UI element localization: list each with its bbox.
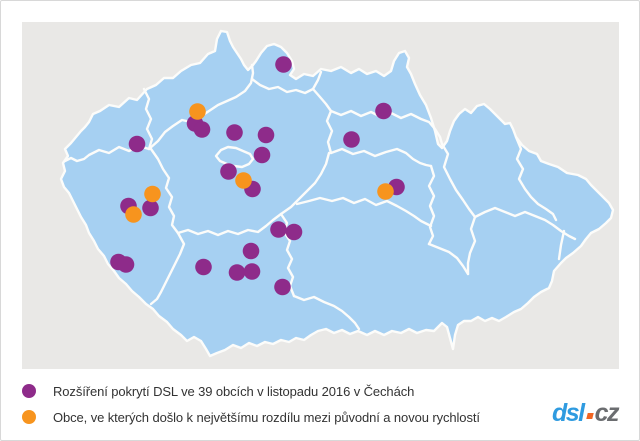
map-marker-orange — [189, 103, 206, 120]
map-marker-purple — [270, 221, 287, 238]
map-marker-purple — [253, 146, 271, 164]
map-marker-purple — [226, 124, 243, 141]
map-markers — [110, 56, 405, 296]
map-marker-purple — [275, 56, 292, 73]
legend-label-dsl-coverage: Rozšíření pokrytí DSL ve 39 obcích v lis… — [53, 383, 415, 399]
logo-dot-icon — [585, 413, 594, 419]
legend-bullet-orange — [22, 410, 36, 424]
dsl-cz-logo: dsl cz — [551, 399, 620, 427]
map-marker-purple — [228, 264, 246, 281]
legend-item-dsl-coverage: Rozšíření pokrytí DSL ve 39 obcích v lis… — [22, 378, 480, 404]
map-marker-purple — [128, 135, 146, 153]
map-marker-orange — [144, 185, 161, 203]
map-marker-purple — [375, 102, 392, 120]
map-marker-purple — [285, 223, 303, 241]
legend-label-speed-difference: Obce, ve kterých došlo k největšímu rozd… — [53, 409, 480, 425]
map-marker-purple — [343, 131, 360, 148]
map-marker-purple — [242, 242, 260, 260]
legend-bullet-purple — [22, 384, 36, 398]
map-marker-purple — [142, 199, 159, 217]
region-borders — [63, 63, 577, 331]
legend-item-speed-difference: Obce, ve kterých došlo k největšímu rozd… — [22, 404, 480, 430]
legend: Rozšíření pokrytí DSL ve 39 obcích v lis… — [22, 378, 480, 430]
map-marker-purple — [220, 163, 237, 180]
map-marker-purple — [257, 126, 275, 144]
map-marker-orange — [125, 206, 142, 223]
logo-text-cz: cz — [594, 399, 620, 427]
map-marker-purple — [195, 258, 212, 276]
map-marker-purple — [274, 278, 291, 296]
map-marker-purple — [193, 121, 211, 138]
map-marker-orange — [377, 183, 394, 200]
map-marker-orange — [235, 172, 252, 189]
logo-text-dsl: dsl — [551, 399, 585, 427]
map-marker-purple — [243, 263, 261, 280]
map-marker-purple — [117, 256, 135, 273]
